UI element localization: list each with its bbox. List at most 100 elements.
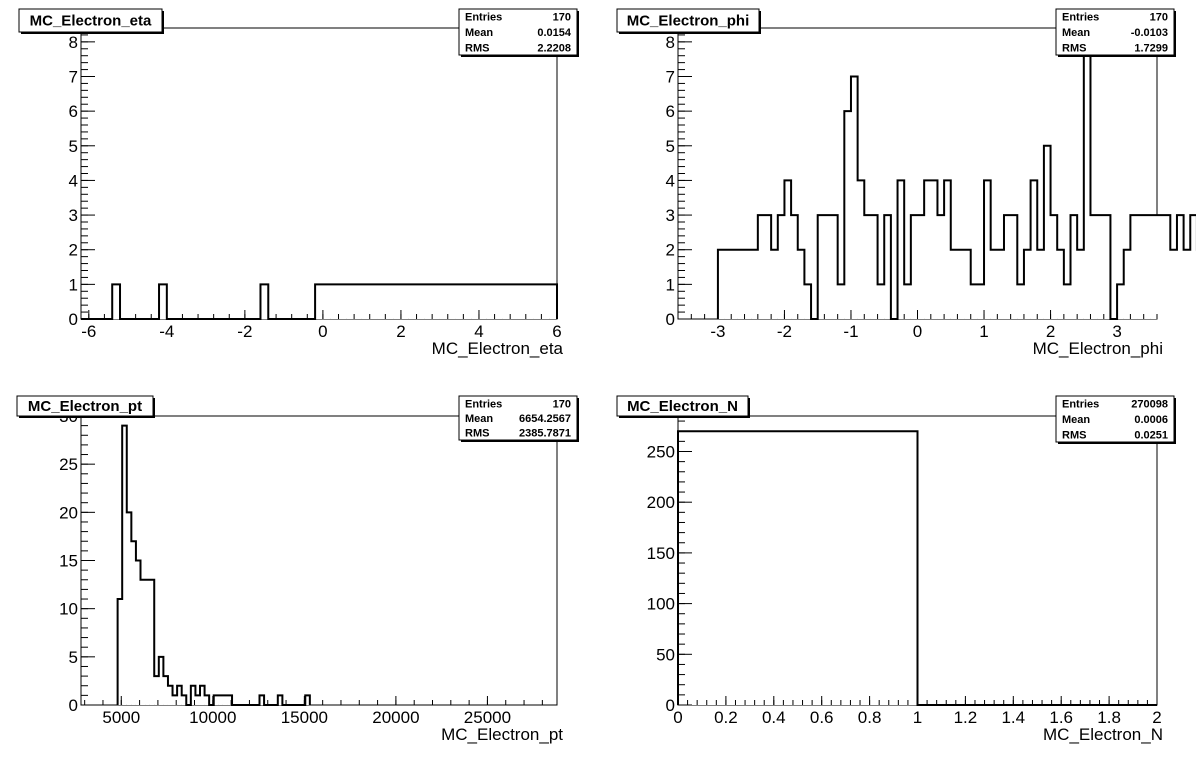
histogram-outline	[81, 283, 558, 320]
title-box	[616, 8, 760, 33]
y-tick-label: 7	[666, 68, 675, 87]
x-tick-label: -2	[777, 322, 792, 341]
stats-value: 0.0251	[1134, 429, 1168, 441]
y-tick-label: 15	[59, 552, 78, 571]
x-tick-label: 0.8	[858, 708, 882, 727]
histogram-bin	[385, 284, 394, 319]
histogram-bin	[305, 695, 310, 705]
histogram-bars	[112, 284, 557, 319]
histogram-bin	[408, 284, 417, 319]
histogram-bin	[1003, 215, 1011, 319]
y-tick-label: 250	[647, 442, 675, 461]
histogram-bin	[338, 284, 347, 319]
y-tick-label: 0	[69, 310, 78, 329]
histogram-bin	[416, 284, 425, 319]
histogram-bin	[1017, 284, 1024, 319]
histogram-bin	[167, 685, 173, 705]
histogram-bin	[213, 695, 219, 705]
x-tick-label: 0	[318, 322, 327, 341]
histogram-bin	[424, 284, 433, 319]
x-tick-label: 0.6	[810, 708, 834, 727]
stats-label: Entries	[465, 398, 502, 410]
x-tick-label: 10000	[189, 708, 236, 727]
y-tick-label: 7	[69, 68, 78, 87]
histogram-bin	[930, 180, 938, 319]
histogram-bin	[1157, 215, 1164, 319]
y-tick-label: 2	[69, 241, 78, 260]
y-tick-label: 20	[59, 503, 78, 522]
stats-label: Entries	[1062, 399, 1099, 411]
histogram-bin	[791, 215, 798, 319]
histogram-bin	[1037, 249, 1044, 319]
histogram-bin	[1083, 41, 1091, 319]
x-axis-title: MC_Electron_pt	[441, 725, 563, 744]
histogram-bin	[195, 695, 200, 705]
histogram-bin	[990, 249, 998, 319]
stats-value: 6654.2567	[519, 413, 571, 425]
x-axis-title: MC_Electron_eta	[432, 339, 564, 358]
x-axis-title: MC_Electron_phi	[1033, 339, 1163, 358]
histogram-bin	[1163, 215, 1171, 319]
y-tick-label: 5	[666, 137, 675, 156]
histogram-bin	[1123, 249, 1131, 319]
stats-value: 0.0006	[1134, 414, 1168, 426]
x-tick-label: 1	[913, 708, 922, 727]
histogram-bin	[432, 284, 440, 319]
histogram-bin	[744, 249, 752, 319]
y-tick-label: 5	[69, 137, 78, 156]
x-tick-label: -6	[81, 322, 96, 341]
histogram-bin	[277, 695, 283, 705]
histogram-bin	[877, 284, 885, 319]
stats-value: 270098	[1131, 399, 1168, 411]
y-axis: 051015202530	[59, 407, 95, 715]
title-box	[16, 395, 154, 417]
x-tick-label: 1.8	[1097, 708, 1121, 727]
histogram-bin	[172, 695, 178, 705]
histogram-bin	[850, 76, 858, 319]
histogram-bin	[471, 284, 479, 319]
y-axis: 0 1 2 3 4 5 6 7 8	[69, 27, 95, 329]
histogram-bin	[944, 180, 951, 319]
histogram-bin	[478, 284, 487, 319]
histogram-bin	[824, 215, 832, 319]
histogram-bin	[439, 284, 448, 319]
histogram-bin	[1057, 249, 1064, 319]
histogram-bin	[361, 284, 370, 319]
histogram-bin	[904, 284, 911, 319]
histogram-bin	[784, 180, 792, 319]
histogram-bin	[354, 284, 362, 319]
histogram-bin	[455, 284, 464, 319]
stats-label: RMS	[465, 428, 489, 440]
y-tick-label: 150	[647, 544, 675, 563]
histogram-bars	[117, 425, 310, 705]
y-tick-label: 1	[666, 275, 675, 294]
y-tick-label: 50	[656, 645, 675, 664]
y-tick-label: 0	[666, 696, 675, 715]
histogram-bin	[964, 249, 971, 319]
x-tick-label: 0	[673, 708, 682, 727]
histogram-bin	[924, 180, 931, 319]
histogram-bin	[950, 249, 958, 319]
stats-label: Mean	[465, 27, 493, 39]
histogram-bin	[1170, 249, 1177, 319]
x-tick-label: 15000	[281, 708, 328, 727]
histogram-bin	[917, 215, 925, 319]
stats-label: Mean	[1062, 27, 1090, 39]
x-tick-label: 2	[1152, 708, 1161, 727]
histogram-bin	[541, 284, 550, 319]
histogram-bin	[897, 180, 905, 319]
histogram-bin	[204, 695, 210, 705]
histogram-bin	[1150, 215, 1157, 319]
histogram-bin	[259, 695, 265, 705]
histogram-bin	[1010, 215, 1018, 319]
stats-value: -0.0103	[1131, 27, 1168, 39]
histogram-bin	[1117, 284, 1124, 319]
histogram-bin	[937, 215, 945, 319]
stats-box	[458, 8, 578, 56]
histogram-bin	[1176, 215, 1184, 319]
y-tick-label: 8	[666, 33, 675, 52]
stats-value: 2.2208	[537, 42, 571, 54]
histogram-bin	[831, 215, 838, 319]
histogram-bin	[864, 215, 871, 319]
